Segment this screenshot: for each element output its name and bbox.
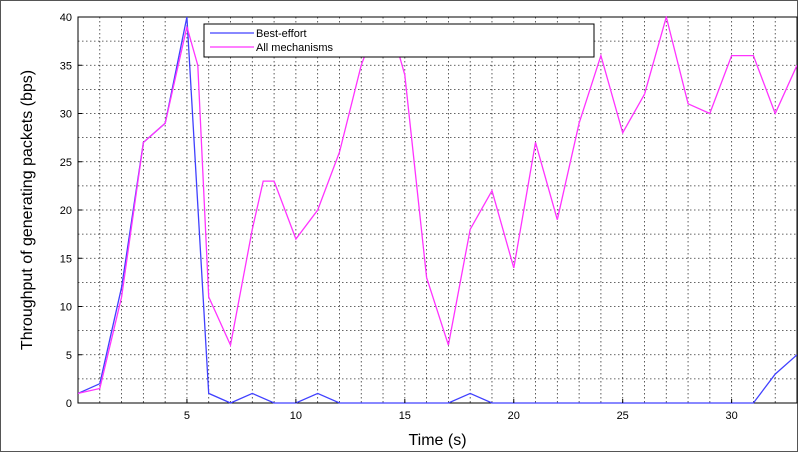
series-line-all-mechanisms (78, 16, 797, 395)
legend-label: All mechanisms (256, 42, 334, 54)
series-layer (78, 16, 797, 404)
y-tick-label: 35 (60, 60, 72, 72)
y-tick-label: 30 (60, 109, 72, 121)
y-tick-label: 25 (60, 157, 72, 169)
plot-area (77, 16, 798, 404)
x-tick-label: 10 (290, 410, 302, 422)
y-tick-label: 10 (60, 302, 72, 314)
x-tick-label: 15 (399, 410, 411, 422)
y-tick-label: 0 (66, 398, 72, 410)
legend-label: Best-effort (256, 28, 307, 40)
y-tick-label: 20 (60, 205, 72, 217)
y-tick-label: 15 (60, 253, 72, 265)
legend: Best-effort All mechanisms (203, 23, 595, 58)
grid (78, 17, 797, 403)
x-tick-label: 30 (726, 410, 738, 422)
y-axis-label: Throughput of generating packets (bps) (19, 70, 36, 350)
x-tick-label: 20 (508, 410, 520, 422)
x-tick-label: 5 (184, 410, 190, 422)
legend-box (203, 23, 595, 58)
y-tick-label: 40 (60, 12, 72, 24)
tick-labels: 0 5 10 15 20 25 30 35 40 5 10 15 20 25 30 (60, 12, 738, 422)
x-axis-label: Time (s) (408, 432, 466, 449)
y-tick-label: 5 (66, 350, 72, 362)
x-tick-label: 25 (617, 410, 629, 422)
series-line-best-effort (78, 16, 797, 404)
